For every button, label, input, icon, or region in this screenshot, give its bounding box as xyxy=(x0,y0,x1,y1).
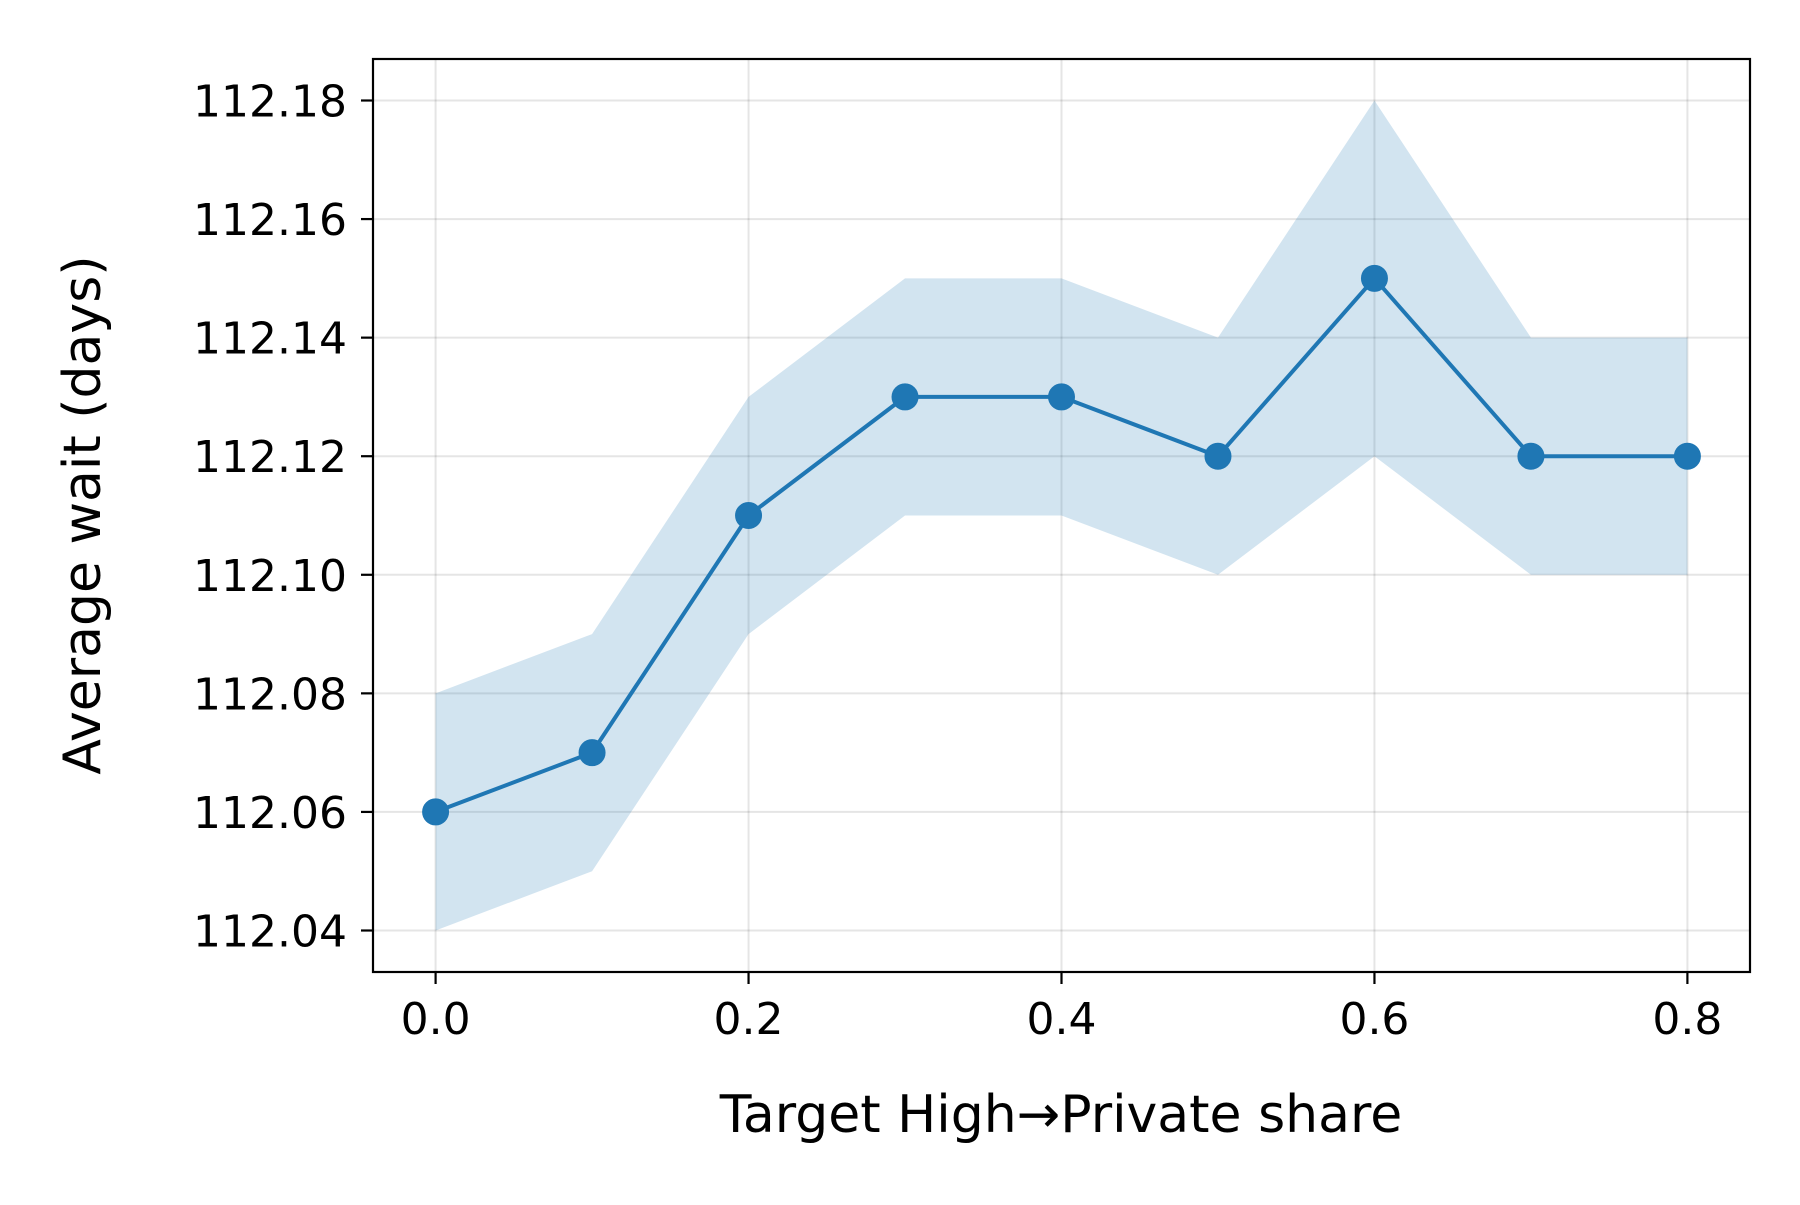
data-point xyxy=(1360,264,1388,292)
y-tick-label: 112.06 xyxy=(193,788,347,839)
data-point xyxy=(1517,442,1545,470)
data-point xyxy=(735,502,763,529)
data-point xyxy=(1204,442,1232,470)
x-tick-label: 0.2 xyxy=(714,994,784,1045)
data-point xyxy=(1673,442,1701,470)
y-axis-ticks: 112.04 112.06 112.08 112.10 112.12 112.14 112.… xyxy=(193,77,373,958)
x-tick-label: 0.8 xyxy=(1652,994,1722,1045)
confidence-band xyxy=(435,100,1688,931)
y-tick-label: 112.08 xyxy=(193,669,347,720)
data-point xyxy=(578,739,606,767)
y-tick-label: 112.04 xyxy=(193,907,347,958)
data-point xyxy=(891,383,919,411)
y-tick-label: 112.16 xyxy=(193,195,347,246)
data-point-layer xyxy=(422,264,1701,826)
x-tick-label: 0.4 xyxy=(1027,994,1097,1045)
y-tick-label: 112.10 xyxy=(193,551,347,602)
y-tick-label: 112.12 xyxy=(193,432,347,483)
data-point xyxy=(1048,383,1075,411)
confidence-band-layer xyxy=(435,100,1688,931)
x-tick-label: 0.6 xyxy=(1339,994,1409,1045)
x-axis-label: Target High→Private share xyxy=(719,1085,1402,1145)
y-tick-label: 112.14 xyxy=(193,314,347,365)
x-tick-label: 0.0 xyxy=(401,994,471,1045)
x-axis-ticks: 0.0 0.2 0.4 0.6 0.8 xyxy=(401,972,1722,1045)
y-tick-label: 112.18 xyxy=(193,77,347,128)
data-point xyxy=(422,798,450,826)
y-axis-label: Average wait (days) xyxy=(53,255,113,774)
